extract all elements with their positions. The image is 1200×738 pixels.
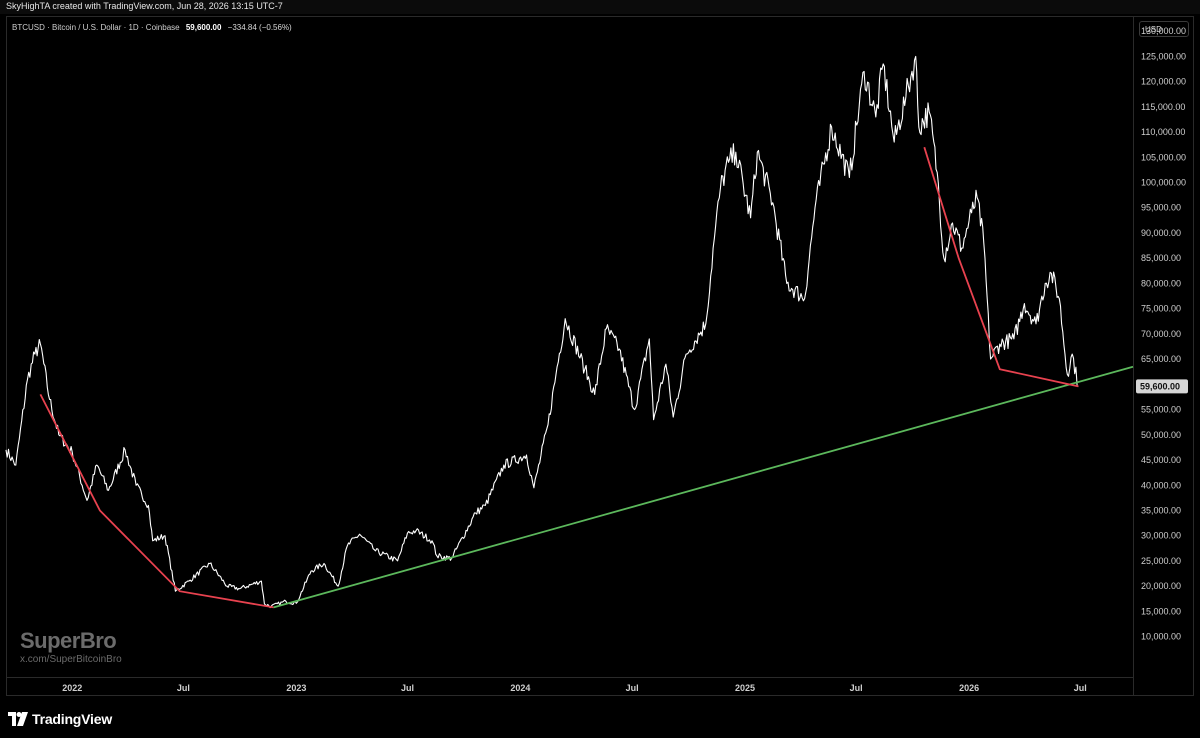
time-axis[interactable]: 2022 Jul 2023 Jul 2024 Jul 2025 Jul 2026 Jul (62, 683, 1086, 693)
x-tick-label: 2025 (735, 683, 755, 693)
y-tick-label: 105,000.00 (1141, 152, 1186, 162)
trendline-uptrend-support[interactable] (273, 365, 1134, 609)
currency-selector[interactable]: USD (1139, 21, 1189, 37)
plot-area[interactable] (5, 55, 1134, 609)
trendline-downtrend-2021-2022[interactable] (39, 393, 274, 609)
top-bar: SkyHighTA created with TradingView.com, … (0, 0, 1200, 14)
y-tick-label: 110,000.00 (1141, 127, 1185, 137)
y-tick-label: 115,000.00 (1141, 102, 1185, 112)
tradingview-logo[interactable]: TradingView (8, 711, 112, 727)
y-tick-label: 120,000.00 (1141, 77, 1186, 87)
x-tick-label: Jul (626, 683, 639, 693)
y-tick-label: 130,000.00 (1141, 26, 1186, 36)
symbol-legend[interactable]: BTCUSD · Bitcoin / U.S. Dollar · 1D · Co… (12, 23, 292, 32)
attribution-text: SkyHighTA created with TradingView.com, … (6, 1, 283, 11)
price-axis[interactable]: 10,000.00 15,000.00 20,000.00 25,000.00 30,0… (1141, 26, 1186, 641)
x-tick-label: Jul (850, 683, 863, 693)
y-tick-label: 75,000.00 (1141, 304, 1181, 314)
y-tick-label: 125,000.00 (1141, 51, 1186, 61)
tradingview-icon (8, 712, 28, 726)
y-tick-label: 70,000.00 (1141, 329, 1181, 339)
y-tick-label: 95,000.00 (1141, 203, 1181, 213)
x-tick-label: 2023 (286, 683, 306, 693)
author-watermark: SuperBro x.com/SuperBitcoinBro (20, 628, 122, 666)
symbol-info[interactable]: BTCUSD · Bitcoin / U.S. Dollar · 1D · Co… (12, 23, 180, 32)
y-tick-label: 35,000.00 (1141, 505, 1181, 515)
y-tick-label: 45,000.00 (1141, 455, 1181, 465)
y-tick-label: 15,000.00 (1141, 606, 1181, 616)
x-tick-label: 2026 (959, 683, 979, 693)
y-tick-label: 25,000.00 (1141, 556, 1181, 566)
trendline-downtrend-2025-2026[interactable] (923, 146, 1079, 388)
x-tick-label: 2024 (510, 683, 530, 693)
time-axis-separator (6, 677, 1134, 678)
y-tick-label: 85,000.00 (1141, 253, 1181, 263)
x-tick-label: Jul (1074, 683, 1087, 693)
y-tick-label: 65,000.00 (1141, 354, 1181, 364)
y-tick-label: 40,000.00 (1141, 480, 1181, 490)
last-price-badge: 59,600.00 (1136, 379, 1188, 394)
y-tick-label: 20,000.00 (1141, 581, 1181, 591)
last-price-badge-text: 59,600.00 (1140, 381, 1180, 391)
y-tick-label: 90,000.00 (1141, 228, 1181, 238)
x-tick-label: Jul (401, 683, 414, 693)
y-tick-label: 50,000.00 (1141, 430, 1181, 440)
legend-change: −334.84 (−0.56%) (227, 23, 292, 32)
legend-price: 59,600.00 (185, 23, 222, 32)
watermark-name: SuperBro (20, 628, 117, 653)
y-tick-label: 55,000.00 (1141, 405, 1181, 415)
footer-bar (0, 700, 1200, 738)
price-line-series[interactable] (5, 55, 1079, 609)
y-tick-label: 30,000.00 (1141, 531, 1181, 541)
last-price-badge-bg (1136, 379, 1188, 394)
y-tick-label: 80,000.00 (1141, 278, 1181, 288)
price-axis-separator (1133, 16, 1134, 696)
y-tick-label: 10,000.00 (1141, 632, 1181, 642)
watermark-handle: x.com/SuperBitcoinBro (20, 654, 122, 665)
x-tick-label: Jul (177, 683, 190, 693)
tradingview-label: TradingView (32, 711, 113, 727)
x-tick-label: 2022 (62, 683, 82, 693)
chart-frame (6, 16, 1194, 696)
y-tick-label: 100,000.00 (1141, 178, 1186, 188)
